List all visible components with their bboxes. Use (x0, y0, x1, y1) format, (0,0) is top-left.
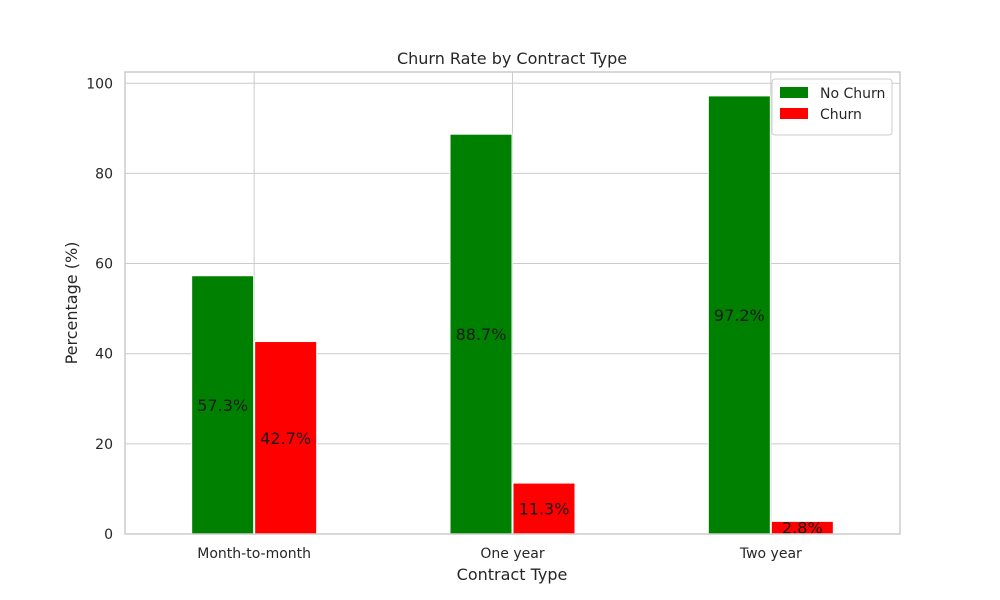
data-label: 88.7% (456, 325, 507, 344)
y-tick-label: 60 (95, 257, 113, 273)
data-label: 42.7% (260, 429, 311, 448)
bars (191, 95, 834, 535)
legend-label: No Churn (820, 86, 885, 102)
bar-no-churn (191, 275, 255, 535)
axes: 0 20 40 60 80 100 Month-to-month One year Two ye… (86, 71, 901, 562)
y-axis-label: Percentage (%) (62, 242, 81, 365)
legend-label: Churn (820, 107, 862, 123)
y-tick-label: 0 (104, 527, 113, 543)
data-labels: 57.3% 88.7% 97.2% 42.7% 11.3% 2.8% (197, 306, 822, 538)
chart-title: Churn Rate by Contract Type (397, 49, 627, 68)
legend-swatch (780, 108, 808, 119)
y-tick-label: 40 (95, 347, 113, 363)
y-tick-label: 100 (86, 76, 113, 92)
data-label: 57.3% (197, 396, 248, 415)
x-tick-label: Two year (739, 546, 802, 562)
data-label: 2.8% (782, 519, 823, 538)
legend-swatch (780, 87, 808, 98)
x-axis-label: Contract Type (457, 565, 568, 584)
x-tick-label: Month-to-month (197, 546, 311, 562)
x-tick-label: One year (480, 546, 544, 562)
legend: No Churn Churn (771, 78, 893, 136)
data-label: 97.2% (714, 306, 765, 325)
data-label: 11.3% (519, 500, 570, 519)
y-tick-label: 80 (95, 166, 113, 182)
y-tick-label: 20 (95, 437, 113, 453)
plot-frame (124, 71, 901, 535)
